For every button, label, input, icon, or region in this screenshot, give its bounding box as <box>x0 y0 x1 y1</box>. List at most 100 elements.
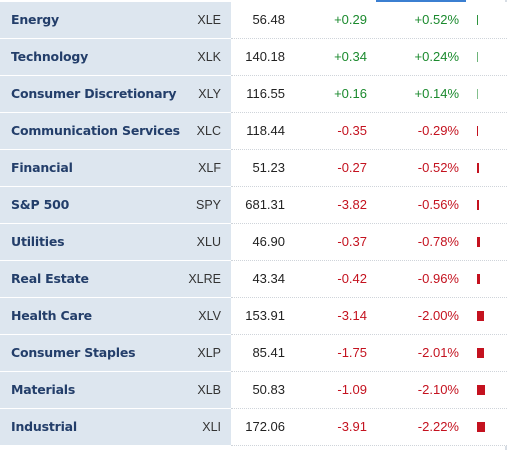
data-cell: 51.23 -0.27 -0.52% <box>231 150 507 187</box>
data-cell: 56.48 +0.29 +0.52% <box>231 2 507 39</box>
sector-link[interactable]: Materials <box>11 382 76 397</box>
negative-change-bar <box>477 126 478 136</box>
header-accent-line <box>376 0 466 2</box>
table-row[interactable]: S&P 500 SPY 681.31 -3.82 -0.56% <box>0 187 507 224</box>
percent-change-value: -0.29% <box>417 123 459 138</box>
sector-link[interactable]: Financial <box>11 160 73 175</box>
sector-cell: Health Care XLV <box>0 298 231 335</box>
data-cell: 140.18 +0.34 +0.24% <box>231 39 507 76</box>
ticker-symbol: XLP <box>197 346 221 360</box>
change-value: -0.37 <box>337 234 367 249</box>
ticker-symbol: XLC <box>196 124 221 138</box>
sector-cell: Utilities XLU <box>0 224 231 261</box>
sector-link[interactable]: Consumer Discretionary <box>11 86 177 101</box>
price-value: 51.23 <box>252 160 285 175</box>
sector-link[interactable]: Real Estate <box>11 271 89 286</box>
table-row[interactable]: Consumer Discretionary XLY 116.55 +0.16 +0.1… <box>0 76 507 113</box>
ticker-symbol: XLY <box>198 87 221 101</box>
change-value: -0.35 <box>337 123 367 138</box>
table-row[interactable]: Industrial XLI 172.06 -3.91 -2.22% <box>0 409 507 446</box>
negative-change-bar <box>477 200 479 210</box>
sector-link[interactable]: Utilities <box>11 234 65 249</box>
change-value: +0.34 <box>334 49 367 64</box>
sector-cell: Consumer Discretionary XLY <box>0 76 231 113</box>
percent-change-value: +0.52% <box>414 12 459 27</box>
change-value: -3.14 <box>337 308 367 323</box>
positive-change-bar <box>477 89 478 99</box>
sector-link[interactable]: S&P 500 <box>11 197 70 212</box>
table-row[interactable]: Real Estate XLRE 43.34 -0.42 -0.96% <box>0 261 507 298</box>
price-value: 116.55 <box>246 86 285 101</box>
table-row[interactable]: Technology XLK 140.18 +0.34 +0.24% <box>0 39 507 76</box>
sector-cell: Financial XLF <box>0 150 231 187</box>
price-value: 172.06 <box>245 419 285 434</box>
sector-link[interactable]: Industrial <box>11 419 77 434</box>
ticker-symbol: XLB <box>197 383 221 397</box>
change-value: -3.82 <box>337 197 367 212</box>
change-value: -1.75 <box>337 345 367 360</box>
ticker-symbol: XLK <box>197 50 221 64</box>
data-cell: 50.83 -1.09 -2.10% <box>231 372 507 409</box>
price-value: 50.83 <box>252 382 285 397</box>
percent-change-value: +0.24% <box>414 49 459 64</box>
negative-change-bar <box>477 163 479 173</box>
change-value: -0.42 <box>337 271 367 286</box>
sector-cell: Real Estate XLRE <box>0 261 231 298</box>
sector-link[interactable]: Health Care <box>11 308 92 323</box>
price-value: 43.34 <box>252 271 285 286</box>
table-row[interactable]: Financial XLF 51.23 -0.27 -0.52% <box>0 150 507 187</box>
ticker-symbol: XLU <box>196 235 221 249</box>
table-row[interactable]: Consumer Staples XLP 85.41 -1.75 -2.01% <box>0 335 507 372</box>
change-value: -1.09 <box>337 382 367 397</box>
table-row[interactable]: Utilities XLU 46.90 -0.37 -0.78% <box>0 224 507 261</box>
ticker-symbol: XLRE <box>188 272 221 286</box>
positive-change-bar <box>477 15 478 25</box>
ticker-symbol: XLF <box>198 161 221 175</box>
table-row[interactable]: Materials XLB 50.83 -1.09 -2.10% <box>0 372 507 409</box>
sector-cell: Industrial XLI <box>0 409 231 446</box>
price-value: 85.41 <box>252 345 285 360</box>
change-value: +0.16 <box>334 86 367 101</box>
negative-change-bar <box>477 385 485 395</box>
percent-change-value: -0.56% <box>417 197 459 212</box>
percent-change-value: +0.14% <box>414 86 459 101</box>
negative-change-bar <box>477 348 484 358</box>
sector-cell: Energy XLE <box>0 2 231 39</box>
table-row[interactable]: Energy XLE 56.48 +0.29 +0.52% <box>0 2 507 39</box>
percent-change-value: -2.00% <box>417 308 459 323</box>
price-value: 46.90 <box>252 234 285 249</box>
price-value: 153.91 <box>245 308 285 323</box>
price-value: 140.18 <box>245 49 285 64</box>
price-value: 681.31 <box>245 197 285 212</box>
data-cell: 681.31 -3.82 -0.56% <box>231 187 507 224</box>
data-cell: 118.44 -0.35 -0.29% <box>231 113 507 150</box>
sector-link[interactable]: Technology <box>11 49 89 64</box>
price-value: 56.48 <box>252 12 285 27</box>
table-row[interactable]: Health Care XLV 153.91 -3.14 -2.00% <box>0 298 507 335</box>
sector-cell: Materials XLB <box>0 372 231 409</box>
sector-link[interactable]: Communication Services <box>11 123 180 138</box>
sector-link[interactable]: Consumer Staples <box>11 345 136 360</box>
percent-change-value: -2.10% <box>417 382 459 397</box>
percent-change-value: -0.78% <box>417 234 459 249</box>
ticker-symbol: XLE <box>197 13 221 27</box>
data-cell: 153.91 -3.14 -2.00% <box>231 298 507 335</box>
sector-cell: Consumer Staples XLP <box>0 335 231 372</box>
data-cell: 46.90 -0.37 -0.78% <box>231 224 507 261</box>
data-cell: 85.41 -1.75 -2.01% <box>231 335 507 372</box>
sector-link[interactable]: Energy <box>11 12 59 27</box>
change-value: -3.91 <box>337 419 367 434</box>
percent-change-value: -2.22% <box>417 419 459 434</box>
price-value: 118.44 <box>246 123 285 138</box>
data-cell: 43.34 -0.42 -0.96% <box>231 261 507 298</box>
ticker-symbol: SPY <box>195 198 221 212</box>
negative-change-bar <box>477 274 480 284</box>
ticker-symbol: XLI <box>202 420 221 434</box>
change-value: -0.27 <box>337 160 367 175</box>
negative-change-bar <box>477 237 480 247</box>
table-row[interactable]: Communication Services XLC 118.44 -0.35 -0.2… <box>0 113 507 150</box>
data-cell: 116.55 +0.16 +0.14% <box>231 76 507 113</box>
change-value: +0.29 <box>334 12 367 27</box>
ticker-symbol: XLV <box>198 309 221 323</box>
negative-change-bar <box>477 311 484 321</box>
